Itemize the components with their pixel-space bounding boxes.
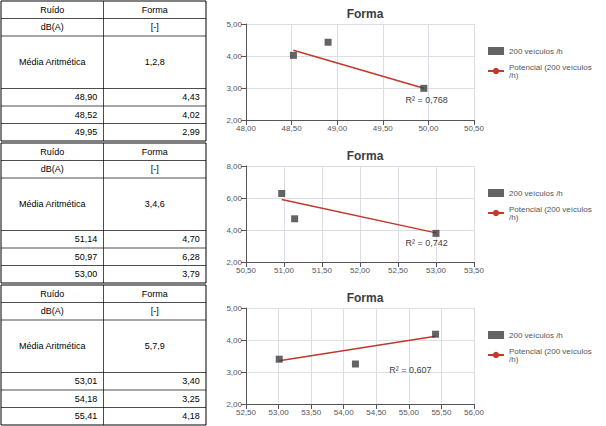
svg-text:1,2,8: 1,2,8 <box>145 57 165 67</box>
svg-text:3,4,6: 3,4,6 <box>145 199 165 209</box>
svg-text:Forma: Forma <box>142 147 168 157</box>
svg-text:Forma: Forma <box>142 5 168 15</box>
svg-text:2,99: 2,99 <box>182 127 200 137</box>
svg-text:55,41: 55,41 <box>75 411 98 421</box>
svg-text:49,95: 49,95 <box>75 127 98 137</box>
svg-text:5,00: 5,00 <box>226 20 242 29</box>
svg-text:4,70: 4,70 <box>182 234 200 244</box>
svg-text:dB(A): dB(A) <box>41 306 64 316</box>
svg-text:Potencial (200 veículos: Potencial (200 veículos <box>509 63 592 72</box>
svg-text:Média Aritmética: Média Aritmética <box>19 57 86 67</box>
svg-text:55,50: 55,50 <box>431 408 452 417</box>
svg-text:4,43: 4,43 <box>182 92 200 102</box>
svg-text:4,00: 4,00 <box>226 52 242 61</box>
svg-text:Potencial (200 veículos: Potencial (200 veículos <box>509 347 592 356</box>
svg-text:Potencial (200 veículos: Potencial (200 veículos <box>509 205 592 214</box>
svg-text:R² = 0,742: R² = 0,742 <box>406 238 448 248</box>
svg-text:50,97: 50,97 <box>75 252 98 262</box>
svg-text:5,00: 5,00 <box>226 304 242 313</box>
svg-text:4,02: 4,02 <box>182 110 200 120</box>
svg-text:48,00: 48,00 <box>236 124 257 133</box>
svg-text:6,00: 6,00 <box>226 194 242 203</box>
svg-text:6,28: 6,28 <box>182 252 200 262</box>
svg-text:Ruído: Ruído <box>40 289 64 299</box>
svg-text:53,50: 53,50 <box>301 408 322 417</box>
svg-text:3,00: 3,00 <box>226 84 242 93</box>
svg-text:200 veículos /h: 200 veículos /h <box>509 189 563 198</box>
svg-text:50,50: 50,50 <box>464 124 485 133</box>
svg-text:Média Aritmética: Média Aritmética <box>19 341 86 351</box>
svg-text:48,90: 48,90 <box>75 92 98 102</box>
svg-text:55,00: 55,00 <box>399 408 420 417</box>
svg-text:2,00: 2,00 <box>226 115 242 125</box>
svg-text:200 veículos /h: 200 veículos /h <box>509 47 563 56</box>
svg-text:53,00: 53,00 <box>426 266 447 275</box>
svg-text:53,00: 53,00 <box>75 269 98 279</box>
svg-text:dB(A): dB(A) <box>41 22 64 32</box>
svg-text:54,18: 54,18 <box>75 394 98 404</box>
svg-text:200 veículos /h: 200 veículos /h <box>509 331 563 340</box>
svg-text:Forma: Forma <box>347 7 384 21</box>
svg-text:51,14: 51,14 <box>75 234 98 244</box>
svg-text:50,00: 50,00 <box>418 124 439 133</box>
svg-text:2,00: 2,00 <box>226 257 242 267</box>
svg-text:50,50: 50,50 <box>236 266 257 275</box>
svg-text:8,00: 8,00 <box>226 162 242 171</box>
svg-text:Média Aritmética: Média Aritmética <box>19 199 86 209</box>
svg-text:49,50: 49,50 <box>373 124 394 133</box>
svg-text:Forma: Forma <box>347 149 384 163</box>
svg-text:5,7,9: 5,7,9 <box>145 341 165 351</box>
svg-text:52,50: 52,50 <box>236 408 257 417</box>
svg-text:52,00: 52,00 <box>350 266 371 275</box>
svg-text:52,50: 52,50 <box>388 266 409 275</box>
svg-text:48,52: 48,52 <box>75 110 98 120</box>
svg-text:R² = 0,768: R² = 0,768 <box>406 95 448 105</box>
svg-text:54,50: 54,50 <box>366 408 387 417</box>
svg-text:4,00: 4,00 <box>226 336 242 345</box>
svg-text:56,00: 56,00 <box>464 408 485 417</box>
svg-text:3,79: 3,79 <box>182 269 200 279</box>
svg-text:3,00: 3,00 <box>226 368 242 377</box>
svg-text:3,25: 3,25 <box>182 394 200 404</box>
svg-text:53,50: 53,50 <box>464 266 485 275</box>
svg-text:51,00: 51,00 <box>274 266 295 275</box>
svg-text:49,00: 49,00 <box>327 124 348 133</box>
svg-text:53,01: 53,01 <box>75 376 98 386</box>
svg-text:53,00: 53,00 <box>269 408 290 417</box>
svg-text:Forma: Forma <box>347 291 384 305</box>
svg-text:R² = 0,607: R² = 0,607 <box>389 365 431 375</box>
svg-text:dB(A): dB(A) <box>41 164 64 174</box>
svg-text:Forma: Forma <box>142 289 168 299</box>
svg-text:51,50: 51,50 <box>312 266 333 275</box>
svg-text:Ruído: Ruído <box>40 5 64 15</box>
svg-text:3,40: 3,40 <box>182 376 200 386</box>
svg-text:[-]: [-] <box>151 164 159 174</box>
svg-text:/h): /h) <box>509 213 519 222</box>
svg-text:/h): /h) <box>509 71 519 80</box>
svg-text:54,00: 54,00 <box>334 408 355 417</box>
svg-text:/h): /h) <box>509 355 519 364</box>
svg-text:4,18: 4,18 <box>182 411 200 421</box>
svg-text:2,00: 2,00 <box>226 399 242 409</box>
svg-text:[-]: [-] <box>151 22 159 32</box>
svg-text:Ruído: Ruído <box>40 147 64 157</box>
svg-text:48,50: 48,50 <box>282 124 303 133</box>
svg-text:[-]: [-] <box>151 306 159 316</box>
svg-text:4,00: 4,00 <box>226 226 242 235</box>
